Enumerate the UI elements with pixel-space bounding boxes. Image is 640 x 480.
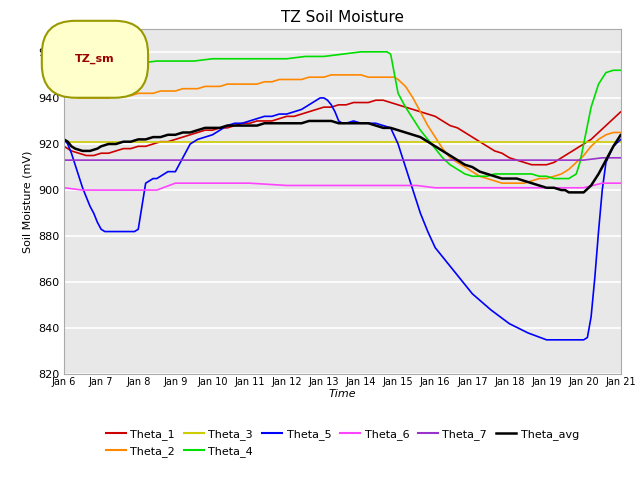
Legend: Theta_1, Theta_2, Theta_3, Theta_4, Theta_5, Theta_6, Theta_7, Theta_avg: Theta_1, Theta_2, Theta_3, Theta_4, Thet… <box>102 425 583 461</box>
X-axis label: Time: Time <box>328 389 356 398</box>
Y-axis label: Soil Moisture (mV): Soil Moisture (mV) <box>22 150 33 253</box>
Text: TZ_sm: TZ_sm <box>75 54 115 64</box>
Title: TZ Soil Moisture: TZ Soil Moisture <box>281 10 404 25</box>
